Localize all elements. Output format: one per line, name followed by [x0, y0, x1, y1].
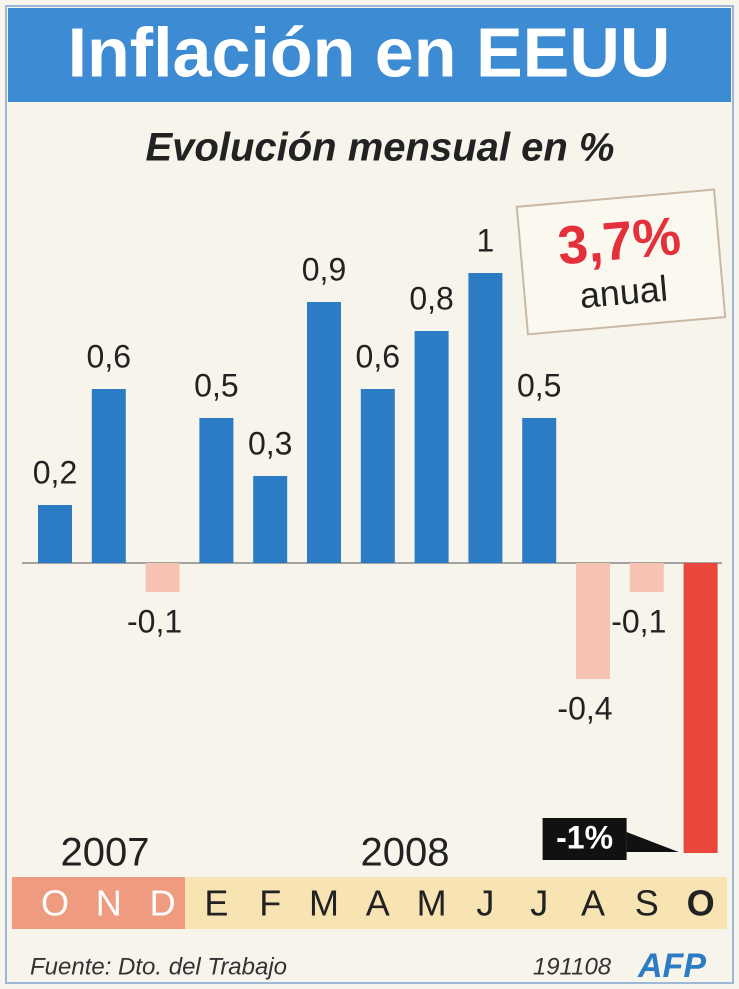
- value-label: -0,1: [127, 603, 182, 639]
- bar: [684, 563, 718, 853]
- source: Fuente: Dto. del Trabajo: [30, 953, 287, 980]
- annotation-value: 3,7%: [555, 206, 683, 277]
- bar: [630, 563, 664, 592]
- chart-title: Inflación en EEUU: [68, 13, 671, 91]
- bar: [576, 563, 610, 679]
- chart: Inflación en EEUU Evolución mensual en %…: [0, 0, 739, 989]
- value-label: 0,5: [194, 367, 238, 403]
- bar: [522, 418, 556, 563]
- value-label: 0,6: [87, 338, 131, 374]
- x-tick-label: J: [530, 883, 548, 924]
- agency: AFP: [637, 947, 706, 985]
- bar: [38, 505, 72, 563]
- x-tick-label: A: [366, 883, 390, 924]
- bar: [468, 273, 502, 563]
- year-label: 2007: [61, 831, 150, 875]
- value-label: 0,9: [302, 251, 346, 287]
- annotation-text: anual: [578, 268, 669, 317]
- value-label: -1%: [556, 819, 613, 855]
- value-label: 0,8: [409, 280, 453, 316]
- x-tick-label: A: [581, 883, 605, 924]
- bar: [146, 563, 180, 592]
- value-label: 0,3: [248, 425, 292, 461]
- x-tick-label: J: [476, 883, 494, 924]
- bar: [199, 418, 233, 563]
- x-tick-label: N: [96, 883, 122, 924]
- year-label: 2008: [361, 831, 450, 875]
- bar: [361, 389, 395, 563]
- bar: [307, 302, 341, 563]
- bar: [92, 389, 126, 563]
- bar: [415, 331, 449, 563]
- value-label: 0,2: [33, 454, 77, 490]
- x-tick-label: D: [150, 883, 176, 924]
- value-label: 0,6: [356, 338, 400, 374]
- value-label: -0,4: [557, 690, 612, 726]
- chart-subtitle: Evolución mensual en %: [145, 126, 614, 170]
- date: 191108: [533, 953, 612, 980]
- x-tick-label: S: [635, 883, 659, 924]
- bar: [253, 476, 287, 563]
- value-label: 0,5: [517, 367, 561, 403]
- x-tick-label: E: [204, 883, 228, 924]
- x-tick-label: O: [687, 883, 715, 924]
- x-tick-label: F: [259, 883, 281, 924]
- annotation-box: 3,7% anual: [517, 190, 725, 335]
- x-tick-label: O: [41, 883, 69, 924]
- page: Inflación en EEUU Evolución mensual en %…: [0, 0, 739, 989]
- value-label: 1: [477, 222, 495, 258]
- x-tick-label: M: [417, 883, 447, 924]
- value-label: -0,1: [611, 603, 666, 639]
- x-tick-label: M: [309, 883, 339, 924]
